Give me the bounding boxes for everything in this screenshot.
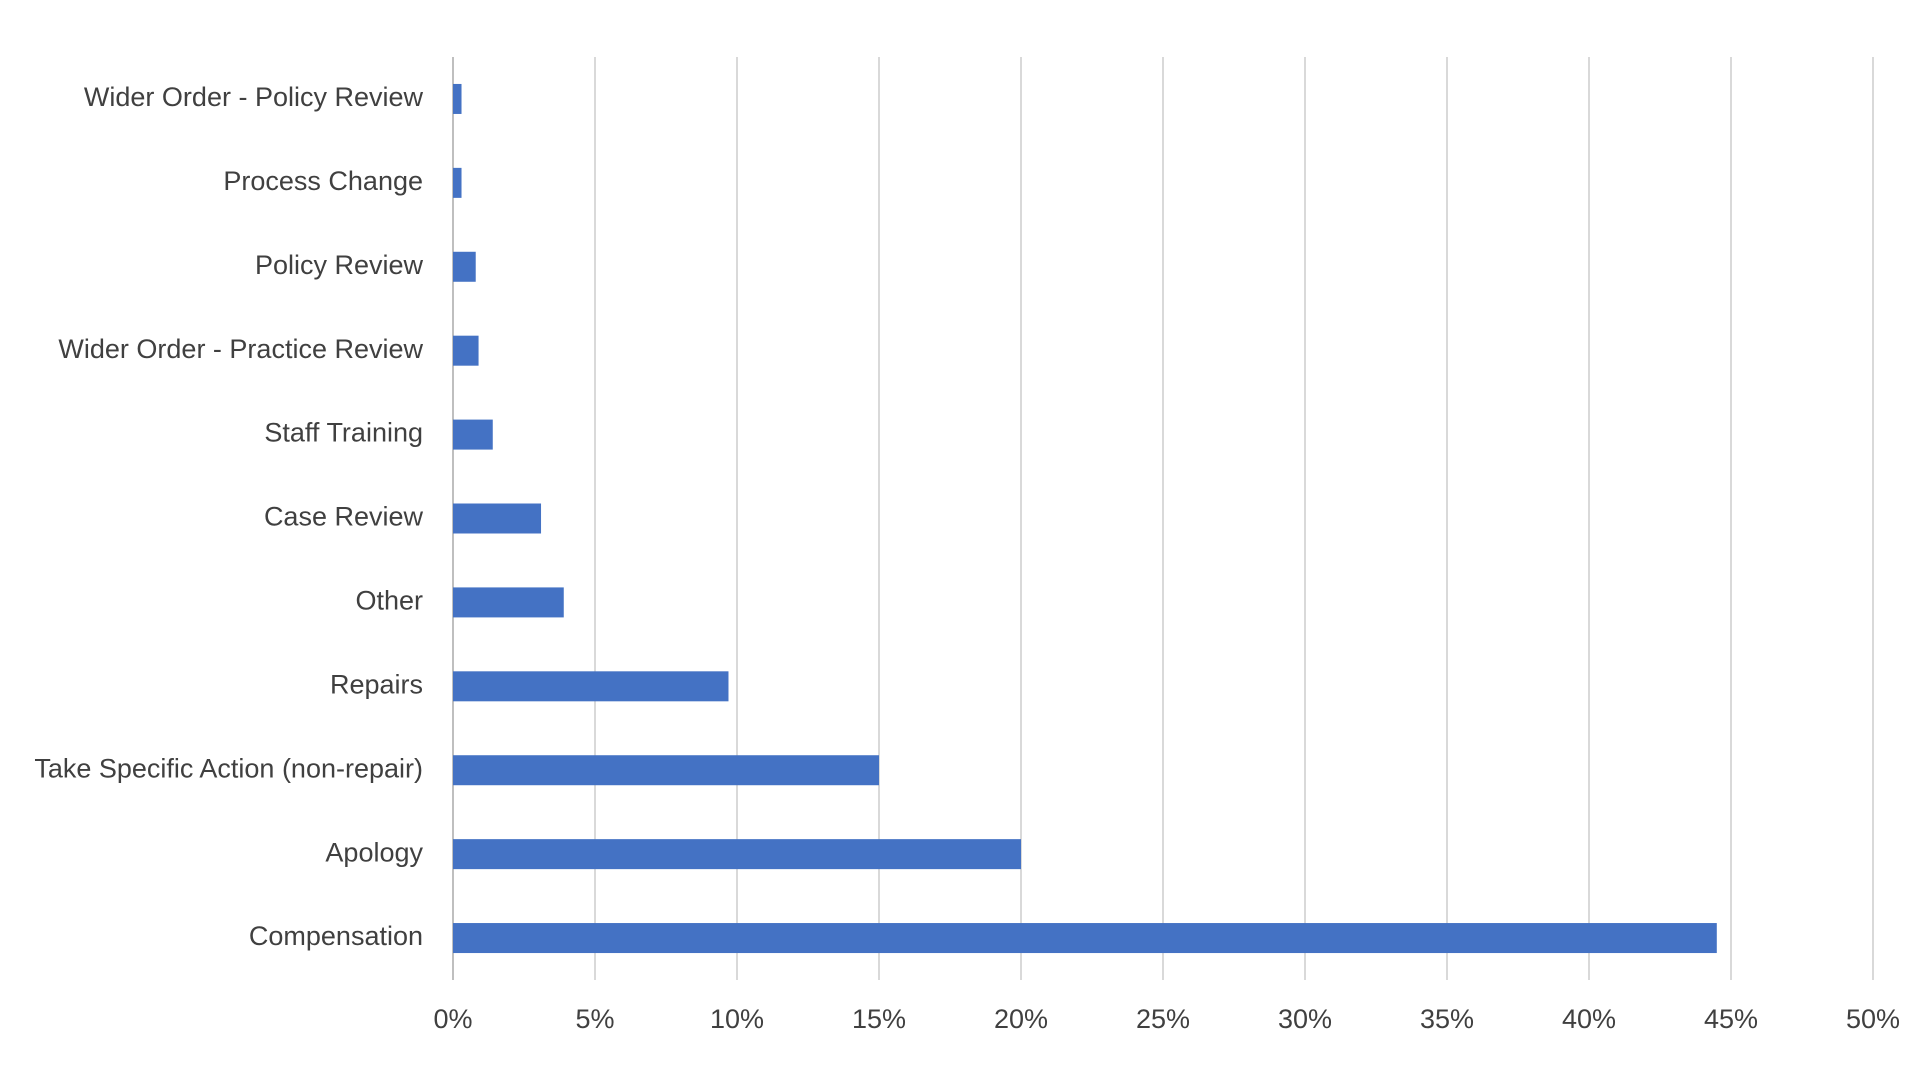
y-tick-label: Repairs [330,669,423,699]
x-tick-label: 15% [852,1004,906,1034]
y-tick-label: Wider Order - Practice Review [58,334,423,364]
x-tick-label: 0% [433,1004,472,1034]
bar [453,923,1717,954]
y-tick-label: Apology [325,837,423,867]
bar [453,251,476,282]
bar [453,503,542,534]
x-tick-label: 45% [1704,1004,1758,1034]
y-tick-label: Wider Order - Policy Review [84,82,424,112]
x-tick-label: 20% [994,1004,1048,1034]
x-tick-label: 40% [1562,1004,1616,1034]
bar [453,755,879,786]
x-tick-label: 50% [1846,1004,1900,1034]
y-tick-label: Staff Training [264,418,423,448]
y-tick-label: Compensation [249,921,423,951]
y-tick-label: Case Review [264,502,424,532]
y-tick-label: Process Change [223,166,423,196]
bar [453,587,564,618]
bar [453,419,493,450]
y-tick-label: Take Specific Action (non-repair) [34,753,423,783]
x-tick-label: 10% [710,1004,764,1034]
x-tick-label: 5% [575,1004,614,1034]
bar [453,167,462,198]
bar [453,335,479,366]
bar [453,671,729,702]
bar [453,83,462,114]
x-tick-label: 30% [1278,1004,1332,1034]
y-tick-label: Other [355,586,423,616]
y-tick-label: Policy Review [255,250,424,280]
x-tick-label: 25% [1136,1004,1190,1034]
x-tick-label: 35% [1420,1004,1474,1034]
bar [453,839,1021,870]
